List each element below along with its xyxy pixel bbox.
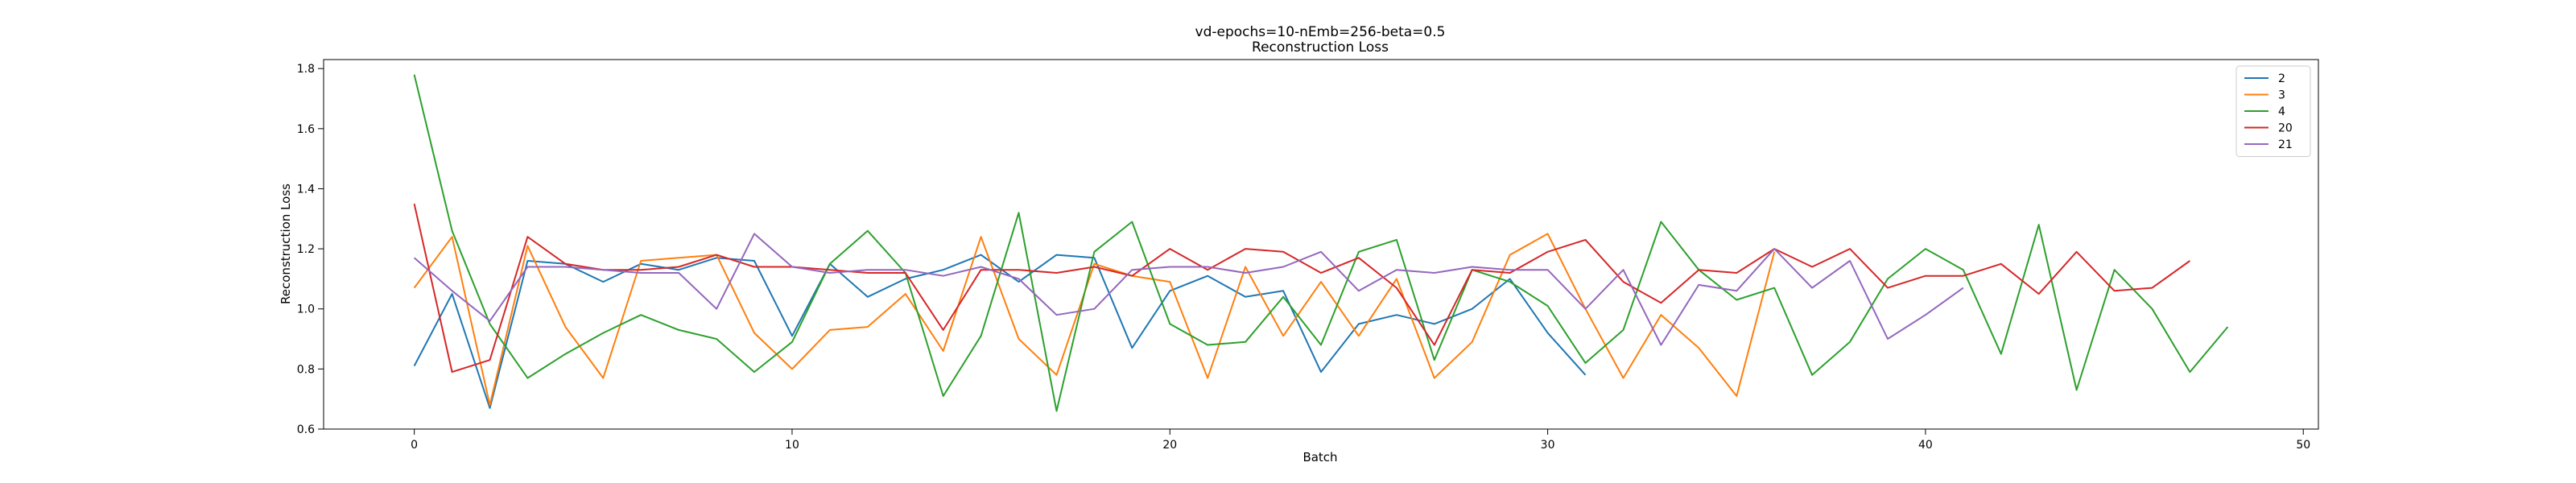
x-axis: 0 10 20 30 40 50 [411, 429, 2310, 452]
y-tick-label: 1.4 [297, 183, 315, 196]
x-tick-label: 0 [411, 439, 418, 452]
y-tick-label: 1.8 [297, 63, 315, 76]
y-tick-label: 1.2 [297, 243, 315, 256]
y-tick-label: 0.6 [297, 423, 315, 436]
series-line-21 [413, 233, 1964, 346]
series-line-2 [413, 254, 1587, 409]
legend-label-20: 20 [2278, 122, 2293, 135]
series-line-20 [413, 203, 2190, 374]
legend-label-21: 21 [2278, 138, 2293, 151]
legend-label-2: 2 [2278, 72, 2285, 85]
legend-box [2235, 65, 2311, 157]
x-tick-label: 20 [1162, 439, 1177, 452]
y-tick-label: 0.8 [297, 363, 315, 376]
plot-frame [323, 59, 2319, 430]
y-tick-label: 1.6 [297, 123, 315, 136]
x-tick-label: 50 [2296, 439, 2310, 452]
chart-title: vd-epochs=10-nEmb=256-beta=0.5 [1195, 24, 1446, 40]
x-axis-label: Batch [1302, 450, 1337, 464]
legend-label-3: 3 [2278, 89, 2285, 102]
x-tick-label: 30 [1541, 439, 1555, 452]
legend: 2 3 4 20 21 [2235, 65, 2311, 157]
chart-subtitle: Reconstruction Loss [1252, 39, 1389, 56]
x-tick-label: 10 [785, 439, 799, 452]
legend-label-4: 4 [2278, 105, 2285, 118]
plot-lines [413, 74, 2229, 412]
y-axis-label: Reconstruction Loss [279, 184, 293, 304]
x-tick-label: 40 [1918, 439, 1933, 452]
y-tick-label: 1.0 [297, 303, 315, 316]
series-line-4 [413, 74, 2229, 412]
series-line-3 [413, 233, 1776, 407]
y-axis: 0.6 0.8 1.0 1.2 1.4 1.6 1.8 [297, 63, 324, 436]
